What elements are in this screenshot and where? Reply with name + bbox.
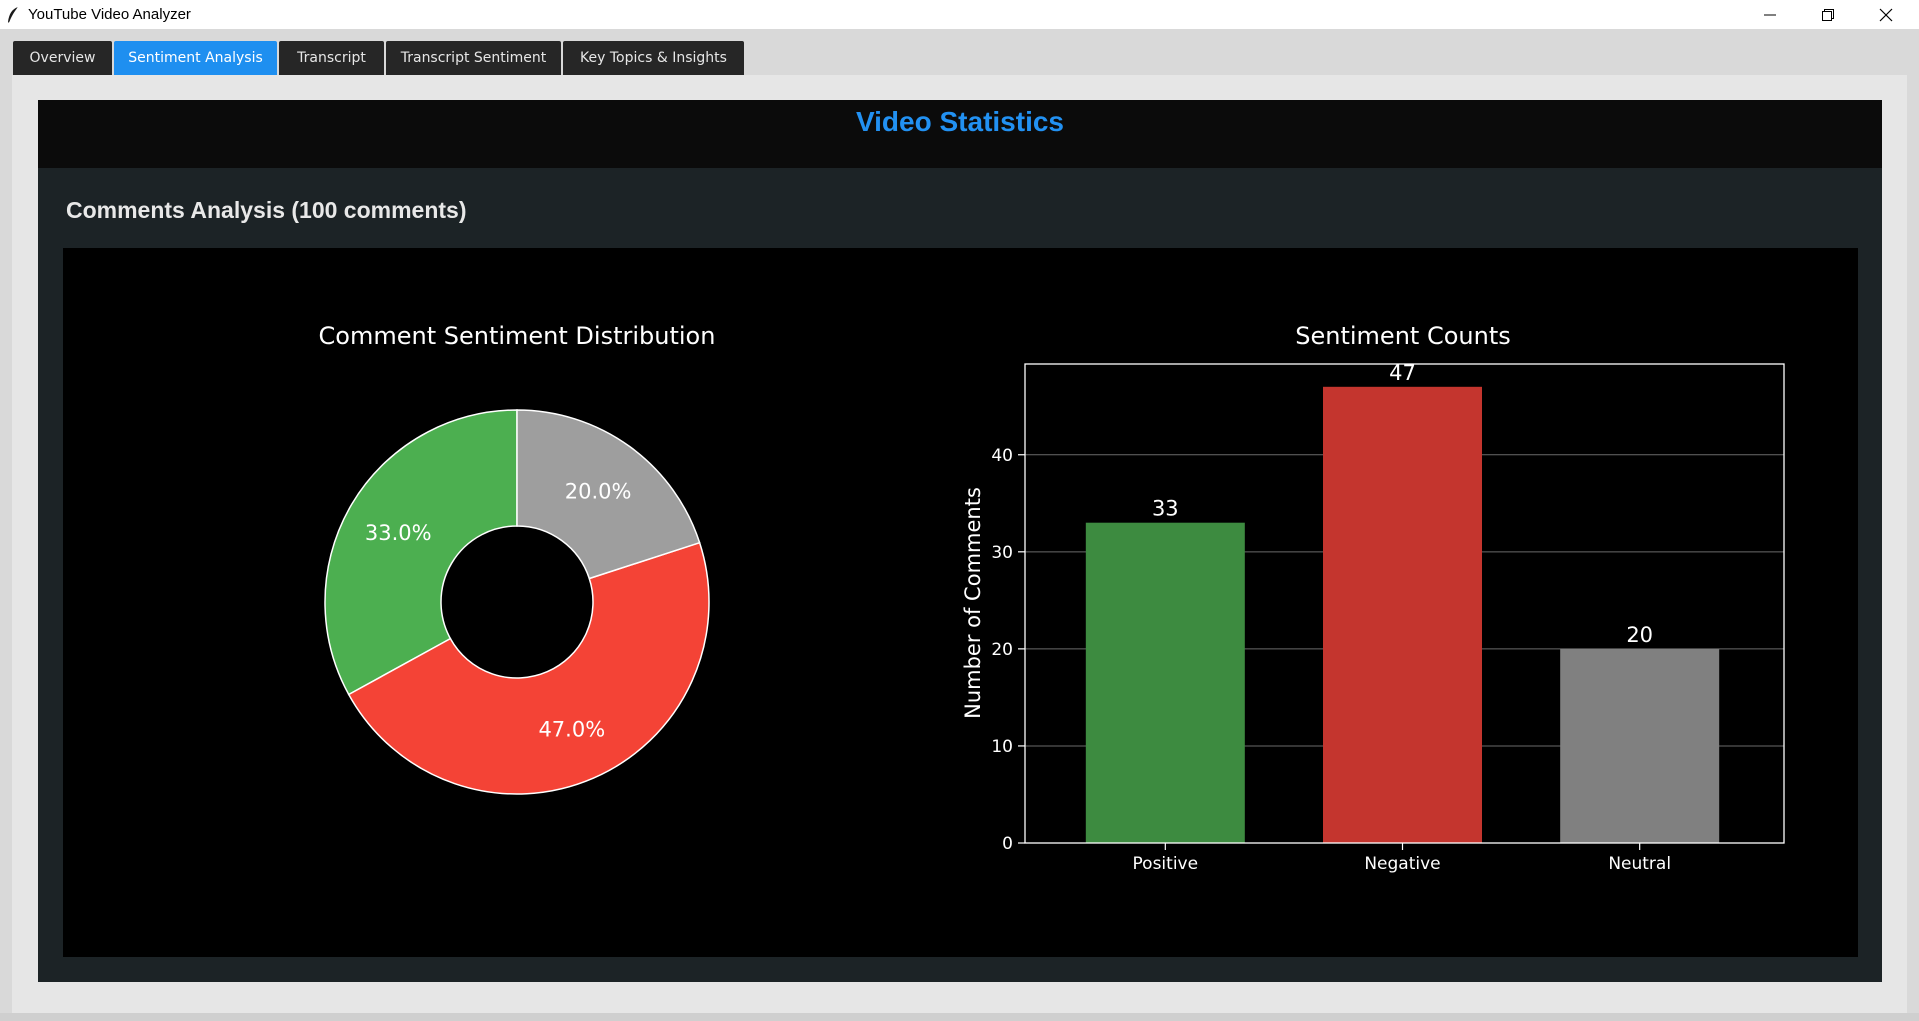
bar-value-label-positive: 33 — [1152, 497, 1179, 521]
page-title: Video Statistics — [855, 106, 1064, 137]
pie-slice-negative — [347, 541, 710, 795]
tab-key-topics-insights[interactable]: Key Topics & Insights — [563, 41, 744, 75]
tab-overview[interactable]: Overview — [13, 41, 112, 75]
bar-x-tick-label-positive: Positive — [1133, 854, 1199, 874]
bar-x-tick-label-neutral: Neutral — [1608, 854, 1671, 874]
feather-icon — [8, 6, 19, 23]
bar-y-tick-label: 30 — [991, 543, 1013, 563]
bar-y-tick-label: 40 — [991, 446, 1013, 466]
pie-label-positive: 33.0% — [365, 521, 432, 545]
pie-slice-neutral — [516, 409, 701, 580]
bar-plot-frame — [1024, 363, 1785, 844]
bar-positive — [1085, 522, 1245, 843]
bar-value-label-negative: 47 — [1389, 361, 1416, 385]
section-title: Comments Analysis (100 comments) — [66, 197, 467, 223]
restore-icon — [1822, 8, 1834, 21]
window-title: YouTube Video Analyzer — [28, 6, 191, 23]
pie-chart: Comment Sentiment Distribution 33.0% 47.0… — [319, 322, 716, 795]
minimize-button[interactable] — [1741, 0, 1799, 29]
bar-value-label-neutral: 20 — [1626, 623, 1653, 647]
bar-negative — [1323, 386, 1482, 843]
statistics-panel: Video Statistics Comments Analysis (100 … — [38, 100, 1882, 982]
pie-chart-title: Comment Sentiment Distribution — [319, 322, 716, 350]
panel-header: Video Statistics — [38, 100, 1882, 168]
minimize-icon — [1764, 14, 1776, 15]
tab-transcript-sentiment[interactable]: Transcript Sentiment — [386, 41, 561, 75]
charts-svg: Comment Sentiment Distribution 33.0% 47.0… — [319, 322, 1785, 874]
pie-label-negative: 47.0% — [538, 718, 605, 742]
pie-slice-positive — [324, 409, 518, 696]
tab-transcript[interactable]: Transcript — [279, 41, 384, 75]
close-icon — [1879, 8, 1893, 21]
restore-button[interactable] — [1799, 0, 1857, 29]
close-button[interactable] — [1857, 0, 1915, 29]
title-bar: YouTube Video Analyzer — [0, 0, 1919, 29]
pie-label-neutral: 20.0% — [565, 479, 632, 503]
bar-x-tick-label-negative: Negative — [1364, 854, 1440, 874]
bar-y-axis-label: Number of Comments — [961, 487, 985, 719]
bar-chart: Sentiment Counts 33 47 20 0 10 20 30 40 Positiv… — [961, 322, 1785, 874]
bar-chart-title: Sentiment Counts — [1295, 322, 1510, 350]
window-bottom-edge — [0, 1013, 1919, 1021]
tab-sentiment-analysis[interactable]: Sentiment Analysis — [114, 41, 277, 75]
tab-strip: Overview Sentiment Analysis Transcript T… — [0, 29, 1919, 75]
bar-y-tick-label: 10 — [991, 737, 1013, 757]
bar-y-tick-label: 0 — [1002, 834, 1013, 854]
bar-neutral — [1560, 648, 1720, 843]
chart-canvas: Comment Sentiment Distribution 33.0% 47.0… — [63, 248, 1858, 957]
bar-y-tick-label: 20 — [991, 640, 1013, 660]
